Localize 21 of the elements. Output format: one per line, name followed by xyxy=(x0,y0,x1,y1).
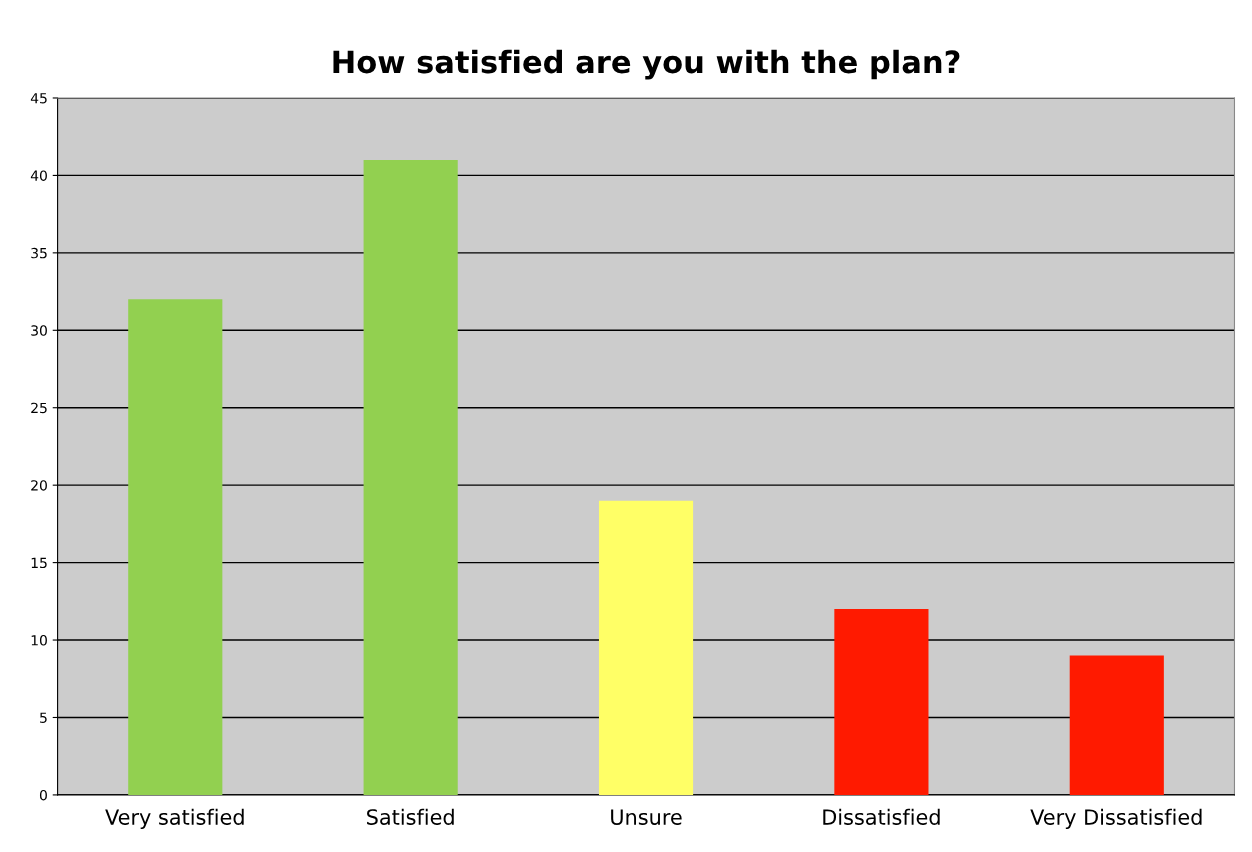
x-tick-label: Very Dissatisfied xyxy=(1030,808,1202,829)
y-tick-label: 15 xyxy=(31,557,47,569)
bar xyxy=(1069,655,1164,795)
y-tick-label: 45 xyxy=(30,93,47,104)
y-tick-label: 20 xyxy=(31,480,47,491)
y-tick-label: 25 xyxy=(31,402,47,414)
bar xyxy=(834,609,929,795)
y-tick-label: 35 xyxy=(31,247,47,259)
y-tick-label: 0 xyxy=(39,789,47,801)
x-tick-label: Dissatisfied xyxy=(823,808,940,825)
bar xyxy=(598,500,694,795)
bar xyxy=(363,159,458,795)
x-tick-label: Unsure xyxy=(611,809,682,825)
x-tick-label: Very satisfied xyxy=(105,808,244,829)
bar xyxy=(128,299,223,795)
y-tick-label: 40 xyxy=(30,170,47,181)
y-tick-label: 30 xyxy=(31,325,47,336)
chart-title: How satisfied are you with the plan? xyxy=(333,49,960,80)
y-tick-label: 5 xyxy=(40,712,47,723)
x-tick-label: Satisfied xyxy=(367,808,454,825)
y-tick-label: 10 xyxy=(31,635,47,646)
